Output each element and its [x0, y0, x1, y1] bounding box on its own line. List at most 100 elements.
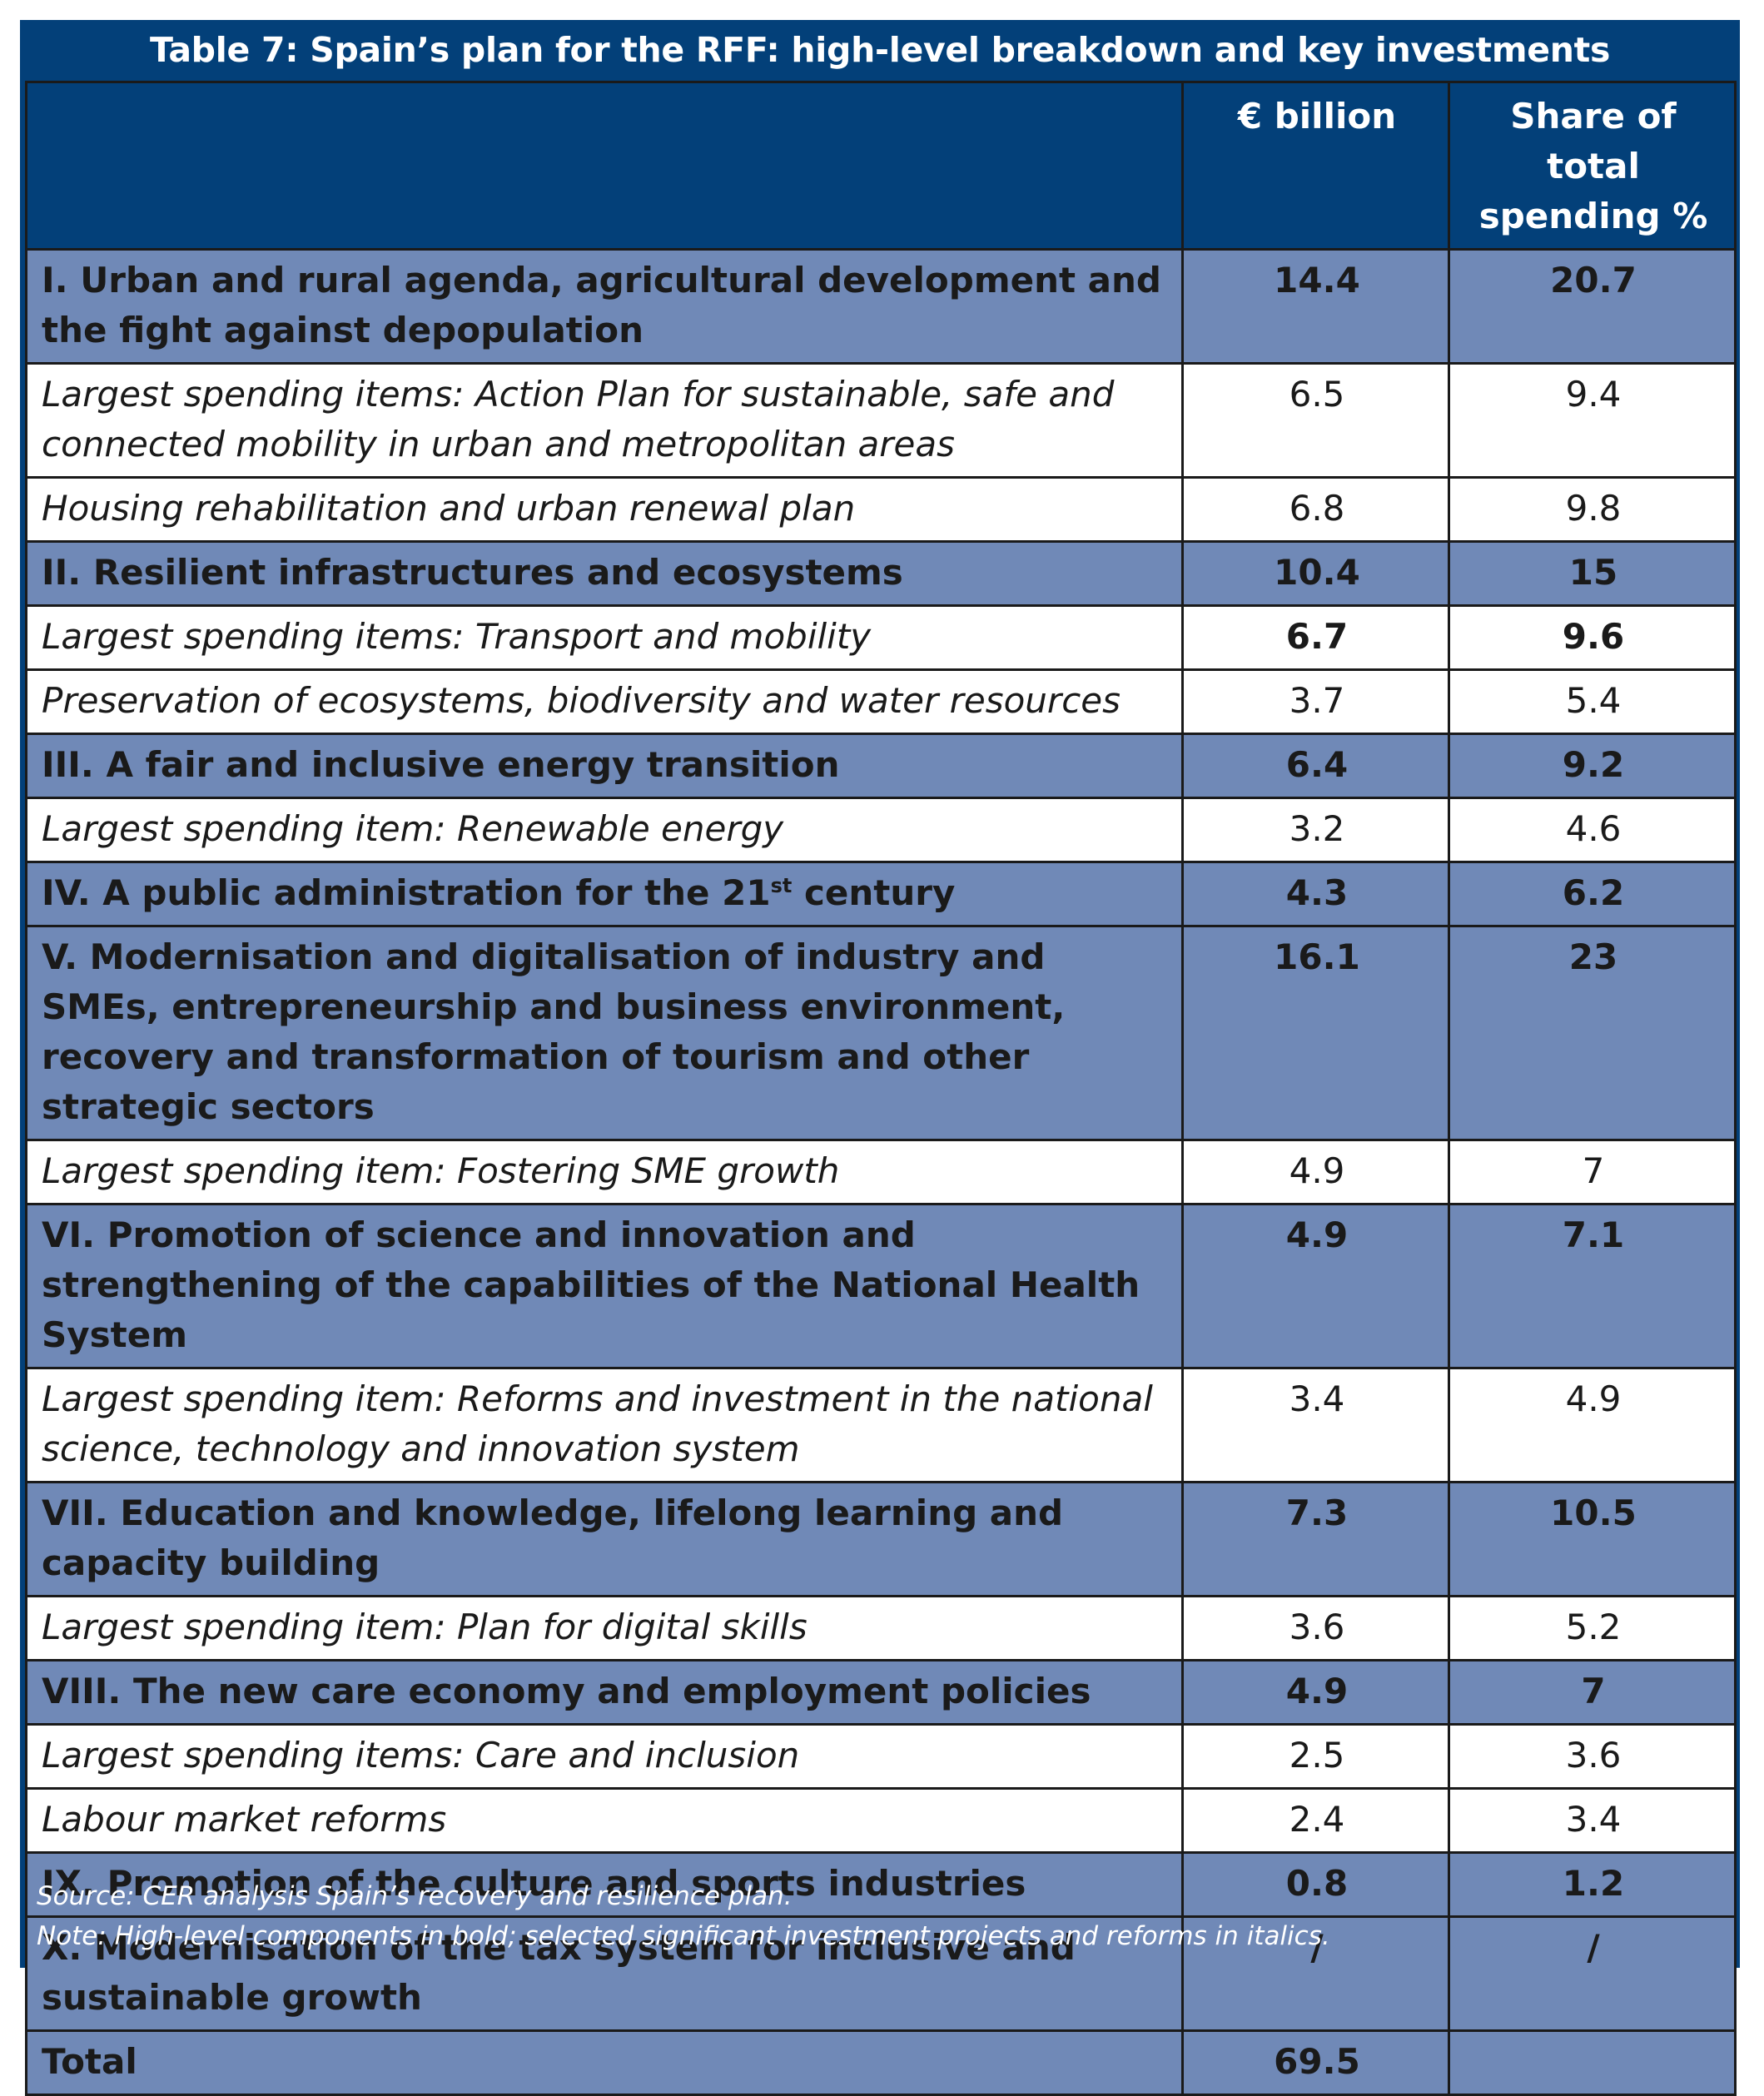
- component-row: VI. Promotion of science and innovation …: [25, 1203, 1737, 1369]
- row-amount: 3.4: [1181, 1367, 1450, 1483]
- row-label: Largest spending item: Plan for digital …: [25, 1595, 1184, 1661]
- row-amount: 2.4: [1181, 1787, 1450, 1854]
- row-label: I. Urban and rural agenda, agricultural …: [25, 248, 1184, 365]
- row-label: VIII. The new care economy and employmen…: [25, 1659, 1184, 1726]
- row-amount: 2.5: [1181, 1723, 1450, 1790]
- row-label: Largest spending items: Care and inclusi…: [25, 1723, 1184, 1790]
- component-row: IX. Promotion of the culture and sports …: [25, 1851, 1737, 1918]
- row-amount: 4.9: [1181, 1659, 1450, 1726]
- row-share: 4.6: [1448, 797, 1737, 863]
- row-amount: 6.4: [1181, 733, 1450, 799]
- component-row: I. Urban and rural agenda, agricultural …: [25, 248, 1737, 365]
- row-label-text: IV. A public administration for the 21: [42, 872, 771, 913]
- header-row: € billion Share of total spending %: [25, 81, 1737, 251]
- item-row: Housing rehabilitation and urban renewal…: [25, 476, 1737, 543]
- row-label-text: Largest spending item: Fostering SME gro…: [42, 1150, 840, 1191]
- row-label-text: VI. Promotion of science and innovation …: [42, 1214, 1140, 1355]
- row-label: Largest spending items: Transport and mo…: [25, 604, 1184, 671]
- row-label-tail: century: [792, 872, 956, 913]
- row-share: 23: [1448, 925, 1737, 1141]
- row-amount: 16.1: [1181, 925, 1450, 1141]
- row-label-text: Largest spending item: Plan for digital …: [42, 1607, 807, 1647]
- row-share: 9.6: [1448, 604, 1737, 671]
- item-row: Largest spending items: Care and inclusi…: [25, 1723, 1737, 1790]
- row-label: Preservation of ecosystems, biodiversity…: [25, 668, 1184, 735]
- row-label-text: IX. Promotion of the culture and sports …: [42, 1863, 1026, 1904]
- item-row: Labour market reforms 2.4 3.4: [25, 1787, 1737, 1854]
- component-row: VII. Education and knowledge, lifelong l…: [25, 1481, 1737, 1597]
- table-title: Table 7: Spain’s plan for the RFF: high-…: [149, 30, 1611, 70]
- row-label: Largest spending item: Fostering SME gro…: [25, 1139, 1184, 1205]
- row-label: Housing rehabilitation and urban renewal…: [25, 476, 1184, 543]
- row-share: 7: [1448, 1139, 1737, 1205]
- row-share: /: [1448, 1915, 1737, 2032]
- item-row: Largest spending items: Transport and mo…: [25, 604, 1737, 671]
- row-label-text: Largest spending item: Reforms and inves…: [42, 1378, 1153, 1469]
- row-label-text: Largest spending items: Care and inclusi…: [42, 1735, 800, 1776]
- row-share: 3.4: [1448, 1787, 1737, 1854]
- row-label-text: Largest spending items: Transport and mo…: [42, 616, 872, 657]
- row-amount: 6.5: [1181, 362, 1450, 479]
- row-label: VII. Education and knowledge, lifelong l…: [25, 1481, 1184, 1597]
- row-amount: 10.4: [1181, 540, 1450, 607]
- row-label: Largest spending item: Renewable energy: [25, 797, 1184, 863]
- row-label-text: Preservation of ecosystems, biodiversity…: [42, 680, 1121, 721]
- component-row: III. A fair and inclusive energy transit…: [25, 733, 1737, 799]
- row-label-text: VIII. The new care economy and employmen…: [42, 1671, 1091, 1711]
- row-amount: 4.9: [1181, 1139, 1450, 1205]
- table-notes: Source: CER analysis Spain’s recovery an…: [37, 1876, 1330, 1956]
- row-label: II. Resilient infrastructures and ecosys…: [25, 540, 1184, 607]
- row-amount: 6.7: [1181, 604, 1450, 671]
- table-body: I. Urban and rural agenda, agricultural …: [25, 248, 1737, 2096]
- header-share: Share of total spending %: [1448, 81, 1737, 251]
- component-row: IV. A public administration for the 21st…: [25, 861, 1737, 927]
- row-label: IV. A public administration for the 21st…: [25, 861, 1184, 927]
- component-row: VIII. The new care economy and employmen…: [25, 1659, 1737, 1726]
- item-row: Largest spending item: Renewable energy 3…: [25, 797, 1737, 863]
- row-label: III. A fair and inclusive energy transit…: [25, 733, 1184, 799]
- row-amount: 7.3: [1181, 1481, 1450, 1597]
- formatting-note: Note: High-level components in bold; sel…: [37, 1921, 1330, 1951]
- component-row: V. Modernisation and digitalisation of i…: [25, 925, 1737, 1141]
- row-label-text: VII. Education and knowledge, lifelong l…: [42, 1493, 1064, 1583]
- row-label-text: III. A fair and inclusive energy transit…: [42, 744, 840, 785]
- row-share: 10.5: [1448, 1481, 1737, 1597]
- row-label-text: V. Modernisation and digitalisation of i…: [42, 936, 1066, 1127]
- item-row: Largest spending items: Action Plan for …: [25, 362, 1737, 479]
- row-share: 3.6: [1448, 1723, 1737, 1790]
- row-label-text: Total: [42, 2041, 137, 2082]
- row-label: Largest spending item: Reforms and inves…: [25, 1367, 1184, 1483]
- table-frame: Table 7: Spain’s plan for the RFF: high-…: [20, 20, 1740, 2096]
- row-amount: 4.9: [1181, 1203, 1450, 1369]
- item-row: Largest spending item: Reforms and inves…: [25, 1367, 1737, 1483]
- row-share: 9.8: [1448, 476, 1737, 543]
- row-amount: 4.3: [1181, 861, 1450, 927]
- total-row: Total 69.5: [25, 2029, 1737, 2096]
- row-label-text: I. Urban and rural agenda, agricultural …: [42, 260, 1161, 350]
- row-share: 4.9: [1448, 1367, 1737, 1483]
- row-amount: 69.5: [1181, 2029, 1450, 2096]
- row-share: [1448, 2029, 1737, 2096]
- row-share: 1.2: [1448, 1851, 1737, 1918]
- row-share: 20.7: [1448, 248, 1737, 365]
- row-amount: 0.8: [1181, 1851, 1450, 1918]
- header-label: [25, 81, 1184, 251]
- row-label: Largest spending items: Action Plan for …: [25, 362, 1184, 479]
- row-label-text: Housing rehabilitation and urban renewal…: [42, 488, 856, 529]
- row-amount: 14.4: [1181, 248, 1450, 365]
- row-label-text: II. Resilient infrastructures and ecosys…: [42, 552, 903, 593]
- row-share: 5.2: [1448, 1595, 1737, 1661]
- row-label: V. Modernisation and digitalisation of i…: [25, 925, 1184, 1141]
- row-label-text: Labour market reforms: [42, 1799, 447, 1840]
- row-share: 5.4: [1448, 668, 1737, 735]
- row-label-text: Largest spending items: Action Plan for …: [42, 374, 1115, 464]
- row-share: 9.4: [1448, 362, 1737, 479]
- row-share: 15: [1448, 540, 1737, 607]
- row-share: 6.2: [1448, 861, 1737, 927]
- row-share: 7.1: [1448, 1203, 1737, 1369]
- item-row: Preservation of ecosystems, biodiversity…: [25, 668, 1737, 735]
- source-note: Source: CER analysis Spain’s recovery an…: [37, 1881, 793, 1911]
- row-label: Total: [25, 2029, 1184, 2096]
- row-amount: 3.2: [1181, 797, 1450, 863]
- row-amount: 6.8: [1181, 476, 1450, 543]
